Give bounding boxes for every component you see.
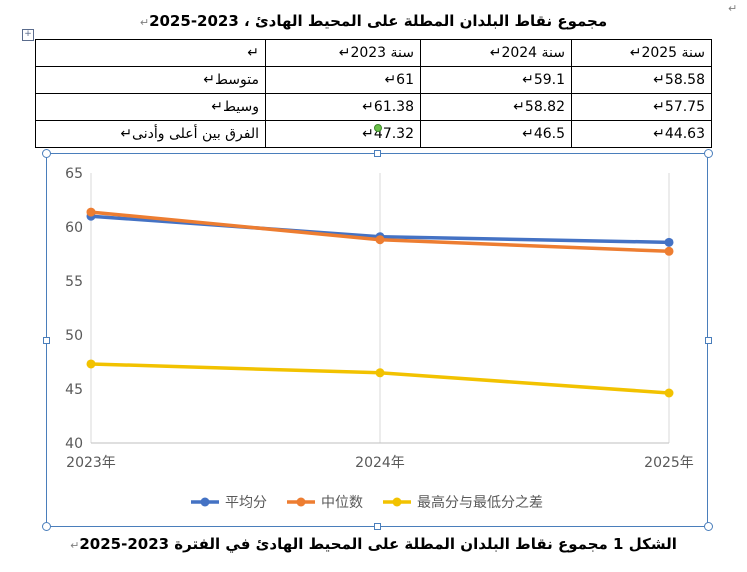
data-point — [664, 237, 674, 247]
row-label[interactable]: متوسط↵ — [35, 66, 266, 94]
table-cell[interactable]: 57.75↵ — [571, 93, 712, 121]
row-label[interactable]: وسيط↵ — [35, 93, 266, 121]
data-point — [664, 246, 674, 256]
resize-handle-icon[interactable] — [42, 149, 51, 158]
header-2025[interactable]: سنة 2025↵ — [571, 39, 712, 67]
y-tick-label: 55 — [65, 274, 83, 290]
x-tick-label: 2024年 — [355, 455, 405, 471]
legend-marker — [296, 497, 306, 507]
resize-handle-icon[interactable] — [374, 150, 381, 157]
data-table: سنة 2025↵ سنة 2024↵ سنة 2023↵ ↵ 58.58↵ 5… — [35, 39, 712, 148]
figure-caption: الشكل 1 مجموع نقاط البلدان المطلة على ال… — [0, 535, 747, 553]
data-point — [86, 207, 96, 217]
row-label[interactable]: الفرق بين أعلى وأدنى↵ — [35, 120, 266, 148]
y-tick-label: 50 — [65, 328, 83, 344]
table-cell[interactable]: 47.32↵ — [265, 120, 421, 148]
title-text: مجموع نقاط البلدان المطلة على المحيط اله… — [149, 12, 608, 30]
table-header-row: سنة 2025↵ سنة 2024↵ سنة 2023↵ ↵ — [35, 39, 712, 67]
resize-handle-icon[interactable] — [704, 149, 713, 158]
paragraph-mark: ↵ — [139, 16, 150, 29]
table-row: 44.63↵ 46.5↵ 47.32↵ الفرق بين أعلى وأدنى… — [35, 120, 712, 148]
y-tick-label: 65 — [65, 166, 83, 182]
legend-label: 平均分 — [225, 495, 267, 511]
table-cell[interactable]: 61↵ — [265, 66, 421, 94]
data-point — [86, 359, 96, 369]
resize-handle-icon[interactable] — [374, 523, 381, 530]
paragraph-mark: ↵ — [70, 539, 80, 552]
y-tick-label: 60 — [65, 220, 83, 236]
table-row: 58.58↵ 59.1↵ 61↵ متوسط↵ — [35, 66, 712, 94]
legend-label: 最高分与最低分之差 — [417, 494, 543, 511]
document-title: مجموع نقاط البلدان المطلة على المحيط اله… — [0, 12, 747, 30]
resize-handle-icon[interactable] — [704, 522, 713, 531]
rotate-handle-icon[interactable] — [374, 124, 382, 132]
legend-label: 中位数 — [321, 495, 363, 511]
table-cell[interactable]: 58.58↵ — [571, 66, 712, 94]
table-cell[interactable]: 58.82↵ — [420, 93, 572, 121]
legend-marker — [392, 497, 402, 507]
y-tick-label: 40 — [65, 436, 83, 452]
caption-text: الشكل 1 مجموع نقاط البلدان المطلة على ال… — [79, 535, 677, 553]
x-tick-label: 2023年 — [66, 455, 116, 471]
legend-marker — [200, 497, 210, 507]
data-point — [375, 235, 385, 245]
data-point — [375, 368, 385, 378]
header-2023[interactable]: سنة 2023↵ — [265, 39, 421, 67]
table-row: 57.75↵ 58.82↵ 61.38↵ وسيط↵ — [35, 93, 712, 121]
data-point — [664, 388, 674, 398]
paragraph-mark: ↵ — [728, 2, 738, 15]
y-tick-label: 45 — [65, 382, 83, 398]
resize-handle-icon[interactable] — [42, 522, 51, 531]
header-label[interactable]: ↵ — [35, 39, 266, 67]
table-cell[interactable]: 44.63↵ — [571, 120, 712, 148]
table-cell[interactable]: 46.5↵ — [420, 120, 572, 148]
x-tick-label: 2025年 — [644, 455, 694, 471]
resize-handle-icon[interactable] — [705, 337, 712, 344]
table-cell[interactable]: 59.1↵ — [420, 66, 572, 94]
resize-handle-icon[interactable] — [43, 337, 50, 344]
table-cell[interactable]: 61.38↵ — [265, 93, 421, 121]
header-2024[interactable]: سنة 2024↵ — [420, 39, 572, 67]
table-move-handle-icon[interactable]: + — [22, 29, 34, 41]
